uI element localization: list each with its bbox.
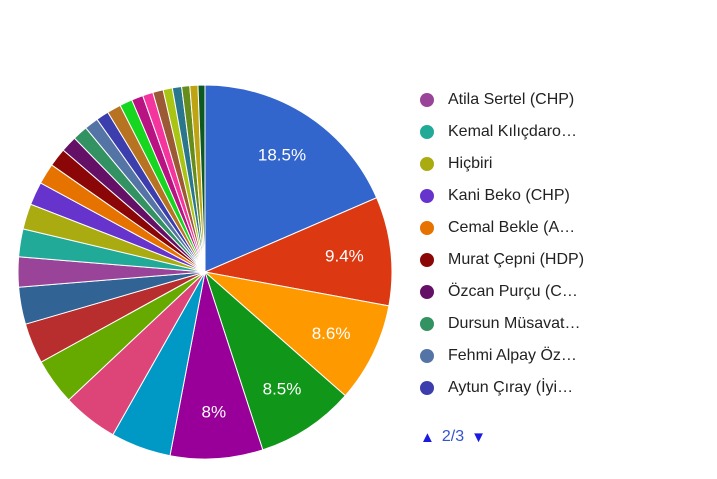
legend-color-dot-icon [420,125,434,139]
legend-item-label: Kani Beko (CHP) [448,187,570,204]
legend-item[interactable]: Murat Çepni (HDP) [420,244,584,276]
pie-slice-percent-label: 8.5% [263,380,302,399]
legend-item-label: Hiçbiri [448,155,493,172]
legend-item[interactable]: Kemal Kılıçdaro… [420,116,584,148]
legend-color-dot-icon [420,221,434,235]
legend-item-label: Cemal Bekle (A… [448,219,576,236]
pie-slice-percent-label: 18.5% [258,145,306,164]
legend-item[interactable]: Cemal Bekle (A… [420,212,584,244]
legend-item-label: Dursun Müsavat… [448,315,581,332]
pie-slice-30[interactable] [197,84,206,273]
legend-item[interactable]: Hiçbiri [420,148,584,180]
pie-slice-1[interactable] [204,84,378,273]
legend-item[interactable]: Kani Beko (CHP) [420,180,584,212]
legend-color-dot-icon [420,253,434,267]
pie-slice-percent-label: 9.4% [325,247,364,266]
legend-color-dot-icon [420,285,434,299]
legend-pagination: ▲ 2/3 ▼ [420,428,486,446]
legend-item-label: Aytun Çıray (İyi… [448,379,574,396]
legend-color-dot-icon [420,381,434,395]
legend-item[interactable]: Özcan Purçu (C… [420,276,584,308]
legend-page-indicator: 2/3 [441,428,465,445]
legend-item[interactable]: Aytun Çıray (İyi… [420,372,584,404]
legend-item-label: Özcan Purçu (C… [448,283,578,300]
legend-color-dot-icon [420,189,434,203]
legend-item[interactable]: Dursun Müsavat… [420,308,584,340]
legend-color-dot-icon [420,93,434,107]
pie-slice-percent-label: 8% [202,403,227,422]
pie-slice-5[interactable] [169,271,264,460]
legend-item-label: Murat Çepni (HDP) [448,251,585,268]
legend-item-label: Kemal Kılıçdaro… [448,123,577,140]
pie-slice-2[interactable] [203,197,393,307]
legend-item-label: Atila Sertel (CHP) [448,91,575,108]
legend-item[interactable]: Fehmi Alpay Öz… [420,340,584,372]
legend-item[interactable]: Atila Sertel (CHP) [420,84,584,116]
legend: Atila Sertel (CHP) Kemal Kılıçdaro… Hiçbir… [420,84,584,404]
legend-prev-page-icon[interactable]: ▲ [420,428,435,446]
legend-next-page-icon[interactable]: ▼ [471,428,486,446]
legend-item-label: Fehmi Alpay Öz… [448,347,577,364]
legend-color-dot-icon [420,317,434,331]
pie-slice-percent-label: 8.6% [312,324,351,343]
legend-color-dot-icon [420,157,434,171]
pie-slice-4[interactable] [203,270,346,451]
legend-color-dot-icon [420,349,434,363]
pie-slice-3[interactable] [203,271,390,397]
